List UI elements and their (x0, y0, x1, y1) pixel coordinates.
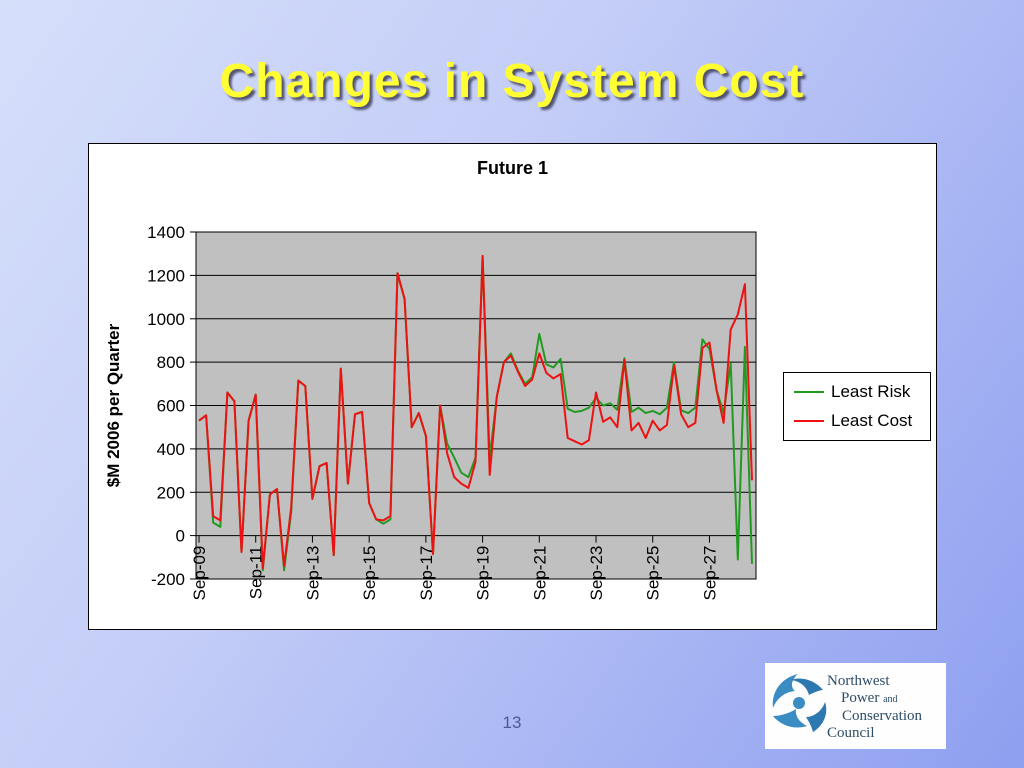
fish-swirl-icon (772, 674, 827, 732)
svg-text:Sep-27: Sep-27 (700, 546, 719, 601)
svg-text:Sep-17: Sep-17 (417, 546, 436, 601)
chart-title: Future 1 (476, 158, 548, 178)
svg-text:Sep-15: Sep-15 (360, 546, 379, 601)
svg-text:Sep-11: Sep-11 (247, 546, 266, 600)
least-risk-line-swatch (794, 391, 824, 393)
council-logo: Northwest Power and Conservation Council (765, 663, 946, 749)
least-cost-line-swatch (794, 420, 824, 422)
svg-text:Sep-25: Sep-25 (644, 546, 663, 601)
line-chart: 1400 1200 1000 800 600 400 200 0 -200 Sep-09 Sep-1… (104, 223, 757, 601)
logo-line-northwest: Northwest (827, 673, 890, 689)
svg-text:0: 0 (176, 527, 185, 546)
svg-text:1200: 1200 (147, 266, 185, 285)
chart-container: Future 1 1400 1200 1000 800 600 400 200 0 -200 Se… (88, 143, 937, 630)
slide-title: Changes in System Cost (219, 55, 805, 108)
svg-text:1400: 1400 (147, 223, 185, 242)
logo-line-council: Council (827, 725, 875, 741)
svg-text:1000: 1000 (147, 310, 185, 329)
logo-line-conservation: Conservation (842, 708, 922, 724)
svg-text:Sep-09: Sep-09 (190, 546, 209, 601)
chart-legend: Least Risk Least Cost (783, 372, 931, 441)
legend-item-least-risk: Least Risk (794, 382, 920, 402)
svg-text:400: 400 (157, 440, 185, 459)
svg-text:Sep-23: Sep-23 (587, 546, 606, 601)
svg-text:Sep-21: Sep-21 (530, 546, 549, 601)
logo-text: Northwest Power and Conservation Council (827, 673, 922, 742)
page-number: 13 (502, 713, 522, 732)
svg-text:600: 600 (157, 397, 185, 416)
svg-text:-200: -200 (151, 570, 185, 589)
svg-text:Sep-19: Sep-19 (474, 546, 493, 601)
legend-label-least-risk: Least Risk (831, 382, 911, 401)
legend-label-least-cost: Least Cost (831, 411, 913, 430)
svg-text:200: 200 (157, 483, 185, 502)
legend-item-least-cost: Least Cost (794, 411, 920, 431)
svg-text:$M 2006 per Quarter: $M 2006 per Quarter (104, 323, 123, 487)
logo-line-power-and: Power and (841, 690, 898, 706)
svg-text:800: 800 (157, 353, 185, 372)
svg-text:Sep-13: Sep-13 (303, 546, 322, 601)
